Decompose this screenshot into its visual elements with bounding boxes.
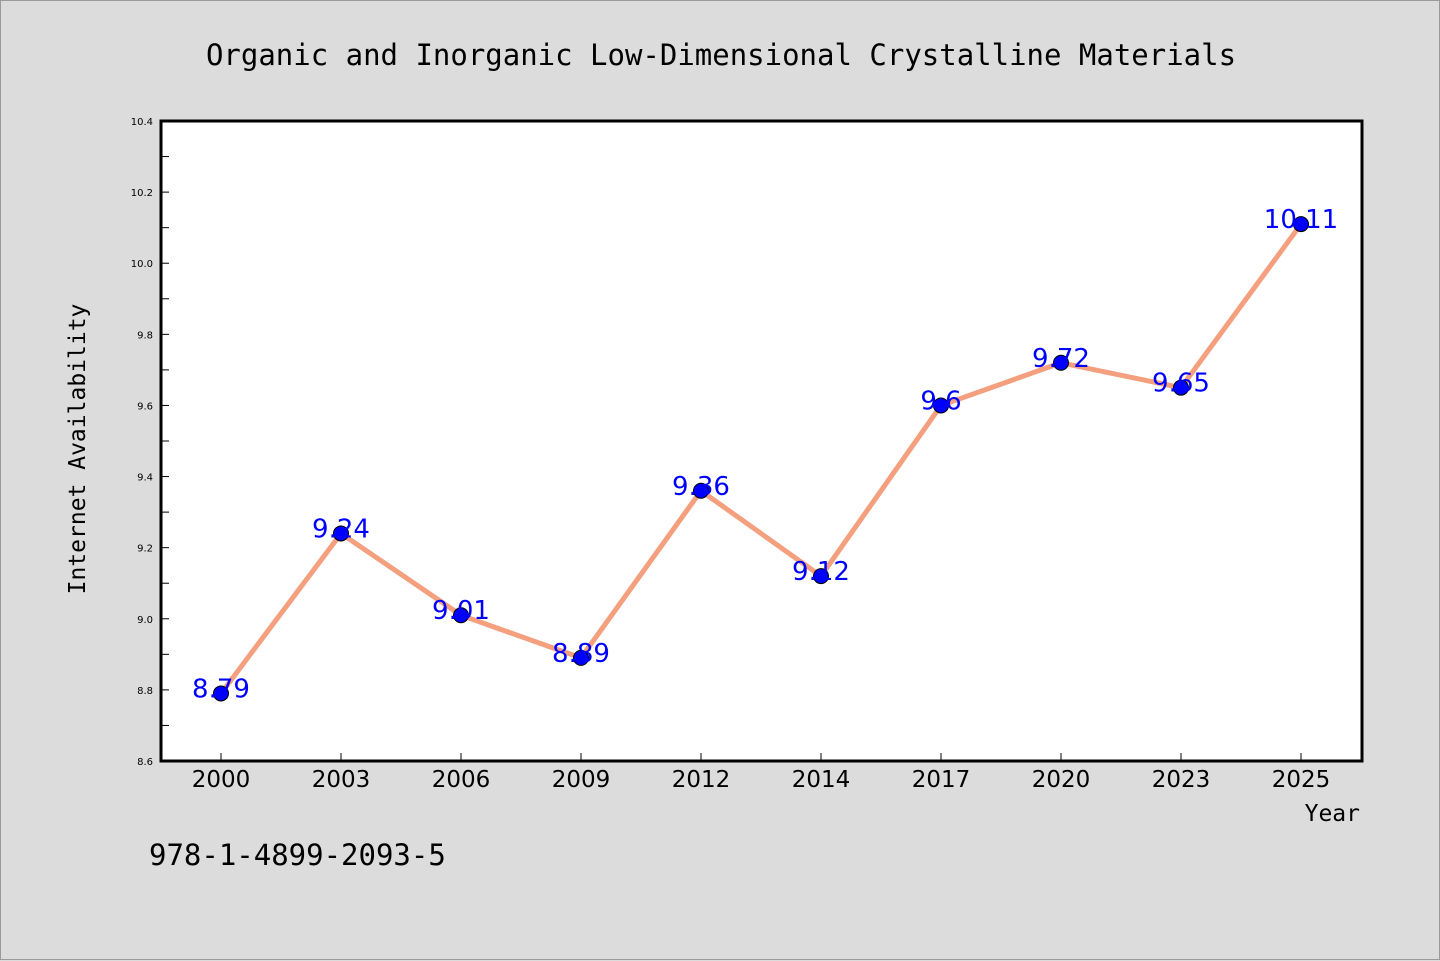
data-label: 8.79 [192,674,250,704]
y-axis-label: Internet Availability [65,304,91,595]
x-tick-label: 2023 [1152,767,1211,793]
y-tick-label: 10.2 [131,188,153,199]
data-point [813,568,829,585]
data-label: 9.01 [432,596,490,626]
data-point [573,649,589,666]
y-tick-label: 9.0 [137,615,153,626]
y-tick-label: 9.2 [137,544,153,555]
y-tick-label: 8.6 [137,757,153,768]
y-tick-label: 9.8 [137,330,153,341]
data-point [933,397,949,414]
isbn-text: 978-1-4899-2093-5 [149,838,446,872]
chart-title: Organic and Inorganic Low-Dimensional Cr… [206,38,1236,72]
data-point [1173,379,1189,396]
x-axis-label: Year [1305,801,1360,827]
data-labels: 8.79 9.24 9.01 8.89 9.36 9.12 9.6 9.72 9.65 10.11 [192,205,1338,704]
data-label: 9.36 [672,472,730,502]
plot-area [159,119,1364,763]
x-tick-label: 2020 [1032,767,1091,793]
data-label: 9.72 [1032,344,1090,374]
y-tick-label: 10.0 [131,259,153,270]
x-tick-label: 2014 [792,767,851,793]
x-tick-label: 2006 [432,767,491,793]
x-tick-label: 2025 [1272,767,1331,793]
series-line [218,221,1304,696]
data-point [213,685,229,702]
x-tick-label: 2012 [672,767,731,793]
data-point [333,525,349,542]
y-tick-label: 10.4 [131,117,153,128]
data-point [1293,216,1309,233]
data-label: 8.89 [552,639,610,669]
x-tick-label: 2000 [192,767,251,793]
y-tick-label: 8.8 [137,686,153,697]
y-tick-label: 9.6 [137,401,153,412]
x-tick-label: 2003 [312,767,371,793]
x-tick-label: 2017 [912,767,971,793]
data-point [453,607,469,624]
data-point [1053,354,1069,371]
data-label: 9.24 [312,514,370,544]
data-label: 10.11 [1264,205,1338,235]
y-axis: 8.6 8.8 9.0 9.2 9.4 9.6 9.8 10.0 10.2 10.4 [131,117,169,768]
series-markers [213,216,1309,702]
data-label: 9.6 [920,386,961,416]
x-axis: 2000 2003 2006 2009 2012 2014 2017 2020 2023 2025 [192,753,1331,793]
data-point [693,482,709,499]
data-label: 9.65 [1152,369,1210,399]
x-tick-label: 2009 [552,767,611,793]
data-label: 9.12 [792,557,850,587]
y-tick-label: 9.4 [137,473,153,484]
